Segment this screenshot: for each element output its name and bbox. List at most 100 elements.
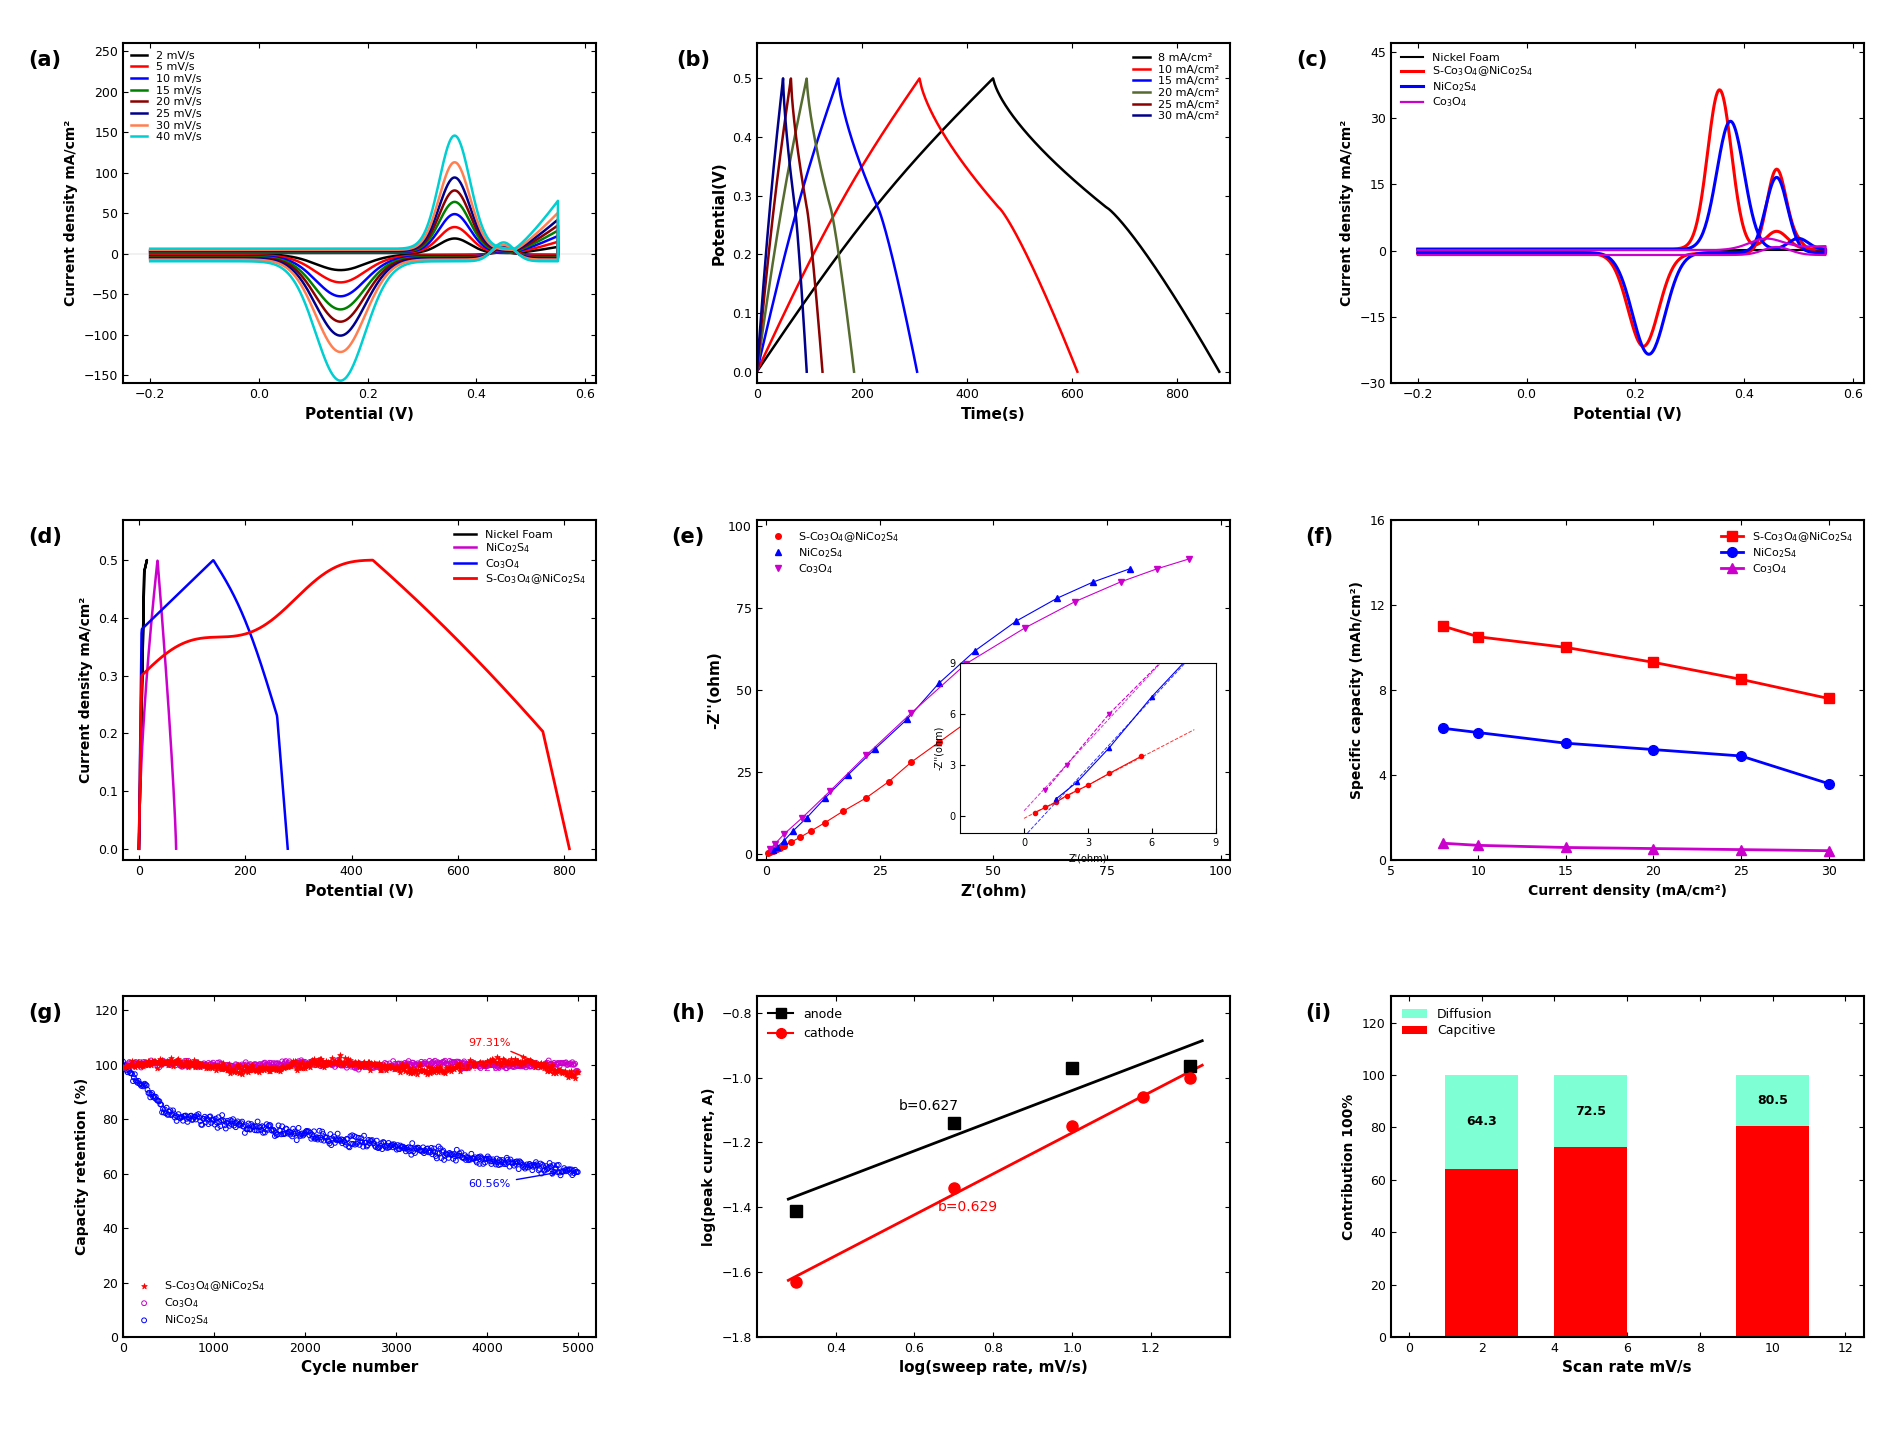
Co$_3$O$_4$ <box>236 618 259 635</box>
S-Co$_3$O$_4$@NiCo$_2$S$_4$ <box>297 1050 327 1072</box>
NiCo$_2$S$_4$ <box>367 1131 397 1154</box>
NiCo$_2$S$_4$ <box>286 1123 316 1145</box>
Co$_3$O$_4$ <box>517 1055 547 1078</box>
Co$_3$O$_4$ <box>1432 835 1455 852</box>
Co$_3$O$_4$ <box>492 1057 522 1080</box>
S-Co$_3$O$_4$@NiCo$_2$S$_4$ <box>1555 639 1578 656</box>
S-Co$_3$O$_4$@NiCo$_2$S$_4$ <box>488 1048 518 1071</box>
NiCo$_2$S$_4$ <box>216 1108 246 1131</box>
NiCo$_2$S$_4$ <box>342 1133 373 1155</box>
S-Co$_3$O$_4$@NiCo$_2$S$_4$ <box>242 1057 272 1080</box>
S-Co$_3$O$_4$@NiCo$_2$S$_4$ <box>219 1058 250 1081</box>
Co$_3$O$_4$ <box>363 1052 394 1075</box>
S-Co$_3$O$_4$@NiCo$_2$S$_4$ <box>288 1051 318 1074</box>
NiCo$_2$S$_4$ <box>460 1145 490 1168</box>
NiCo$_2$S$_4$ <box>212 1111 242 1134</box>
NiCo$_2$S$_4$ <box>361 1130 392 1153</box>
NiCo$_2$S$_4$ <box>414 1141 445 1164</box>
NiCo$_2$S$_4$ <box>305 1120 335 1143</box>
NiCo$_2$S$_4$ <box>515 1153 545 1175</box>
S-Co$_3$O$_4$@NiCo$_2$S$_4$ <box>403 1060 433 1083</box>
S-Co$_3$O$_4$@NiCo$_2$S$_4$ <box>189 1054 219 1077</box>
NiCo$_2$S$_4$ <box>297 1127 327 1150</box>
Line: 15 mA/cm²: 15 mA/cm² <box>757 79 918 372</box>
S-Co$_3$O$_4$@NiCo$_2$S$_4$ <box>1406 240 1428 257</box>
S-Co$_3$O$_4$@NiCo$_2$S$_4$ <box>507 1052 537 1075</box>
S-Co$_3$O$_4$@NiCo$_2$S$_4$ <box>534 1058 564 1081</box>
Text: (i): (i) <box>1305 1004 1332 1024</box>
S-Co$_3$O$_4$@NiCo$_2$S$_4$ <box>212 1058 242 1081</box>
Co$_3$O$_4$ <box>318 1054 348 1077</box>
S-Co$_3$O$_4$@NiCo$_2$S$_4$ <box>202 1055 233 1078</box>
Co$_3$O$_4$ <box>507 1052 537 1075</box>
Co$_3$O$_4$ <box>407 1051 437 1074</box>
S-Co$_3$O$_4$@NiCo$_2$S$_4$ <box>356 1058 386 1081</box>
2 mV/s <box>138 245 161 262</box>
X-axis label: Scan rate mV/s: Scan rate mV/s <box>1563 1360 1691 1376</box>
Text: 97.62%: 97.62% <box>460 1062 501 1072</box>
S-Co$_3$O$_4$@NiCo$_2$S$_4$ <box>329 1047 359 1070</box>
NiCo$_2$S$_4$ <box>206 1104 236 1127</box>
Co$_3$O$_4$ <box>221 1054 252 1077</box>
S-Co$_3$O$_4$@NiCo$_2$S$_4$ <box>225 1055 255 1078</box>
S-Co$_3$O$_4$@NiCo$_2$S$_4$ <box>380 1055 411 1078</box>
S-Co$_3$O$_4$@NiCo$_2$S$_4$ <box>481 1051 511 1074</box>
S-Co$_3$O$_4$@NiCo$_2$S$_4$ <box>503 1051 534 1074</box>
Co$_3$O$_4$ <box>227 1054 257 1077</box>
NiCo$_2$S$_4$ <box>269 1123 299 1145</box>
S-Co$_3$O$_4$@NiCo$_2$S$_4$ <box>443 1055 473 1078</box>
20 mV/s <box>221 243 244 260</box>
Co$_3$O$_4$ <box>193 1051 223 1074</box>
Nickel Foam <box>1591 242 1614 259</box>
NiCo$_2$S$_4$ <box>509 1157 539 1180</box>
Co$_3$O$_4$ <box>395 1054 426 1077</box>
NiCo$_2$S$_4$ <box>236 1113 267 1135</box>
8 mA/cm² <box>865 197 887 214</box>
Co$_3$O$_4$ <box>486 1052 517 1075</box>
NiCo$_2$S$_4$ <box>201 1107 231 1130</box>
S-Co$_3$O$_4$@NiCo$_2$S$_4$ <box>112 1054 142 1077</box>
Co$_3$O$_4$ <box>236 1055 267 1078</box>
Co$_3$O$_4$ <box>551 1051 581 1074</box>
NiCo$_2$S$_4$ <box>464 1145 494 1168</box>
S-Co$_3$O$_4$@NiCo$_2$S$_4$ <box>348 1051 378 1074</box>
S-Co$_3$O$_4$@NiCo$_2$S$_4$ <box>494 1052 524 1075</box>
5 mV/s <box>394 247 416 265</box>
S-Co$_3$O$_4$@NiCo$_2$S$_4$ <box>528 1052 558 1075</box>
Co$_3$O$_4$ <box>418 1051 448 1074</box>
Co$_3$O$_4$ <box>465 1052 496 1075</box>
NiCo$_2$S$_4$ <box>308 1123 339 1145</box>
S-Co$_3$O$_4$@NiCo$_2$S$_4$ <box>556 1060 587 1083</box>
NiCo$_2$S$_4$ <box>291 1120 322 1143</box>
NiCo$_2$S$_4$ <box>429 1148 460 1171</box>
S-Co$_3$O$_4$@NiCo$_2$S$_4$ <box>501 1050 532 1072</box>
S-Co$_3$O$_4$@NiCo$_2$S$_4$ <box>236 1055 267 1078</box>
NiCo$_2$S$_4$ <box>272 1118 303 1141</box>
Co$_3$O$_4$ <box>316 1054 346 1077</box>
10 mA/cm² <box>1065 363 1088 380</box>
Co$_3$O$_4$ <box>240 1052 271 1075</box>
S-Co$_3$O$_4$@NiCo$_2$S$_4$ <box>545 1060 575 1083</box>
NiCo$_2$S$_4$ <box>182 1104 212 1127</box>
NiCo$_2$S$_4$ <box>518 1154 549 1177</box>
Co$_3$O$_4$ <box>195 1052 225 1075</box>
NiCo$_2$S$_4$ <box>382 1138 412 1161</box>
25 mV/s <box>329 327 352 345</box>
NiCo$_2$S$_4$ <box>233 1113 263 1135</box>
S-Co$_3$O$_4$@NiCo$_2$S$_4$ <box>401 1060 431 1083</box>
Co$_3$O$_4$ <box>477 1054 507 1077</box>
20 mA/cm² <box>795 70 817 87</box>
Co$_3$O$_4$ <box>1406 246 1428 263</box>
S-Co$_3$O$_4$@NiCo$_2$S$_4$ <box>403 1054 433 1077</box>
Co$_3$O$_4$ <box>337 1055 367 1078</box>
NiCo$_2$S$_4$ <box>350 1131 380 1154</box>
NiCo$_2$S$_4$ <box>244 1115 274 1138</box>
20 mV/s <box>499 242 522 259</box>
S-Co$_3$O$_4$@NiCo$_2$S$_4$ <box>129 1055 159 1078</box>
S-Co$_3$O$_4$@NiCo$_2$S$_4$ <box>263 1058 293 1081</box>
S-Co$_3$O$_4$@NiCo$_2$S$_4$ <box>157 1050 187 1072</box>
Co$_3$O$_4$ <box>218 1055 248 1078</box>
NiCo$_2$S$_4$ <box>549 1157 579 1180</box>
Co$_3$O$_4$ <box>454 1051 484 1074</box>
S-Co$_3$O$_4$@NiCo$_2$S$_4$ <box>1748 227 1771 245</box>
